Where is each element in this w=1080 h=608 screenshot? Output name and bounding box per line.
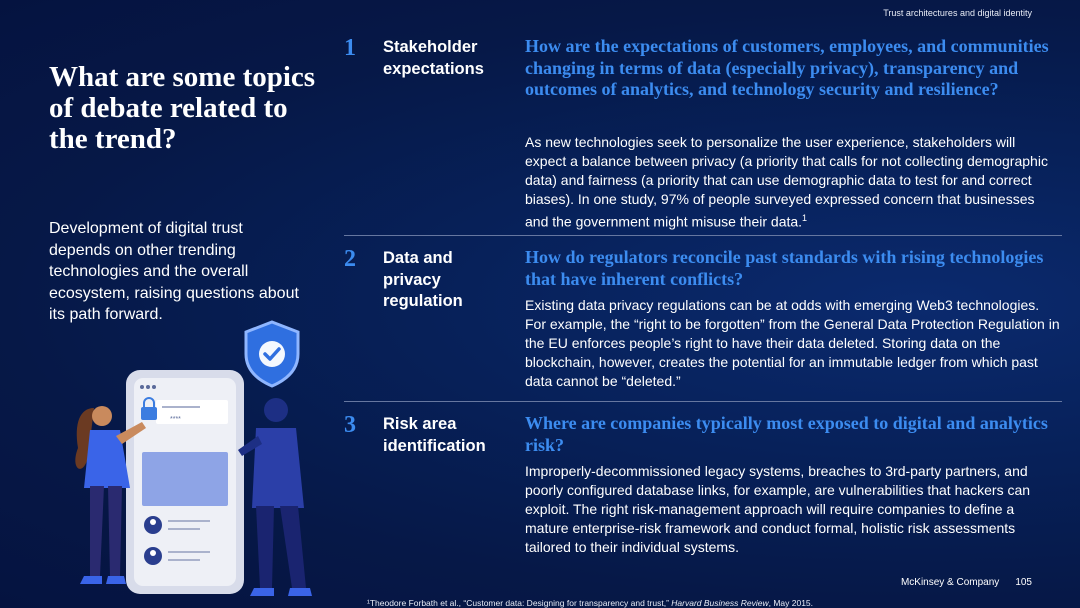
topic-row-regulation: 2 Data and privacy regulation How do reg…: [344, 246, 1062, 396]
footnote-ref: 1: [802, 213, 808, 223]
row-label: Stakeholder expectations: [383, 38, 484, 78]
topic-row-risk: 3 Risk area identification Where are com…: [344, 412, 1062, 562]
page-subtitle: Development of digital trust depends on …: [49, 220, 299, 323]
phone-illustration: ****: [126, 370, 244, 594]
row-body: Existing data privacy regulations can be…: [525, 297, 1060, 389]
row-divider: [344, 235, 1062, 236]
row-body: Improperly-decommissioned legacy systems…: [525, 463, 1031, 555]
row-divider: [344, 401, 1062, 402]
digital-trust-illustration: ****: [75, 320, 312, 596]
row-label: Risk area identification: [383, 415, 486, 455]
row-label: Data and privacy regulation: [383, 249, 463, 310]
lock-icon: [141, 397, 157, 420]
password-mask: ****: [170, 416, 181, 423]
person-right-illustration: [238, 398, 312, 596]
footnote: ¹Theodore Forbath et al., “Customer data…: [367, 598, 814, 608]
row-body: As new technologies seek to personalize …: [525, 134, 1048, 230]
footnote-source: Harvard Business Review: [671, 598, 769, 608]
row-question: Where are companies typically most expos…: [525, 413, 1048, 455]
footer-brand: McKinsey & Company 105: [900, 577, 1032, 588]
page-title: What are some topics of debate related t…: [49, 61, 316, 155]
topic-row-stakeholder: 1 Stakeholder expectations How are the e…: [344, 35, 1062, 235]
person-left-illustration: [75, 406, 146, 584]
row-number: 2: [344, 246, 356, 272]
row-number: 1: [344, 35, 356, 61]
check-icon: [263, 347, 281, 361]
row-question: How do regulators reconcile past standar…: [525, 247, 1044, 289]
page-number: 105: [1015, 577, 1032, 588]
row-question: How are the expectations of customers, e…: [525, 36, 1049, 99]
row-number: 3: [344, 412, 356, 438]
shield-icon: [244, 320, 300, 388]
section-header: Trust architectures and digital identity: [883, 8, 1032, 18]
